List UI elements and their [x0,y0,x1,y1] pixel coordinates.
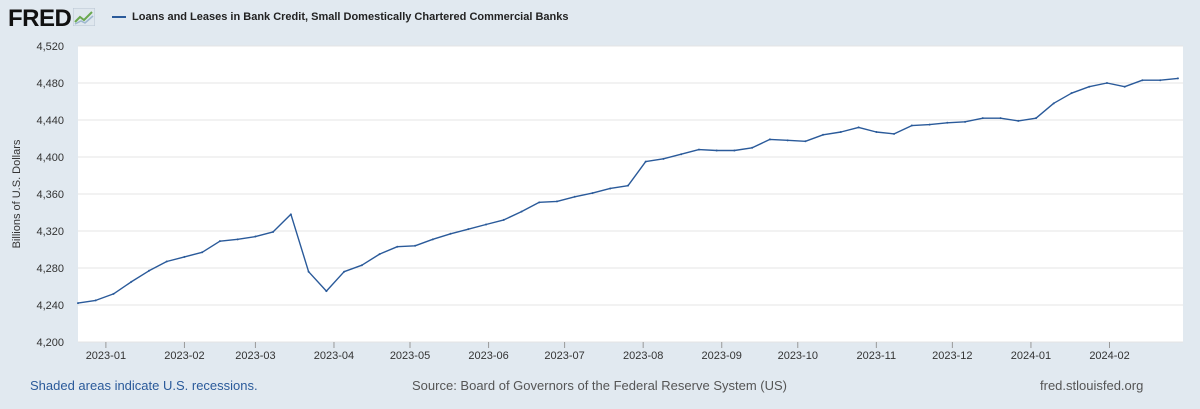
y-tick-label: 4,520 [36,41,64,53]
data-point [1105,82,1108,84]
source-note: Source: Board of Governors of the Federa… [412,378,787,393]
data-point [680,153,683,156]
recession-note-link[interactable]: Shaded areas indicate U.S. recessions. [30,378,258,393]
x-tick-label: 2023-03 [235,350,275,362]
data-point [609,187,612,190]
data-point [804,140,807,143]
data-point [1141,79,1144,82]
data-point [449,232,452,235]
data-point [94,299,97,302]
data-point [165,260,168,263]
data-point [1070,92,1073,95]
logo-text: FRED [8,5,72,32]
gridlines [78,45,1183,343]
data-point [236,238,239,241]
data-point [360,264,363,267]
data-point [1123,85,1126,88]
y-axis-ticks: 4,200 4,240 4,280 4,320 4,360 4,400 4,440 4,480… [36,41,64,349]
series-points [77,77,1179,305]
data-point [254,235,257,238]
x-tick-label: 2023-09 [702,350,742,362]
x-tick-label: 2023-12 [932,350,972,362]
data-point [591,192,594,195]
data-point [768,138,771,141]
data-point [396,245,399,248]
x-tick-label: 2023-04 [314,350,354,362]
data-point [378,253,381,256]
x-axis-ticks: 2023-01 2023-02 2023-03 2023-04 2023-05 2023-… [86,342,1130,362]
data-point [786,139,789,142]
data-point [662,157,665,160]
data-point [502,218,505,221]
data-point [272,230,275,233]
data-point [556,200,559,203]
data-point [343,270,346,273]
x-tick-label: 2023-08 [623,350,663,362]
data-point [1035,117,1038,120]
x-tick-label: 2023-07 [544,350,584,362]
data-point [485,223,488,226]
data-point [999,117,1002,120]
y-tick-label: 4,280 [36,263,64,275]
y-tick-label: 4,480 [36,78,64,90]
data-point [573,195,576,198]
data-point [644,160,647,163]
y-tick-label: 4,440 [36,115,64,127]
y-tick-label: 4,360 [36,189,64,201]
x-tick-label: 2024-02 [1089,350,1129,362]
data-point [751,146,754,149]
y-axis-label: Billions of U.S. Dollars [11,139,23,248]
x-tick-label: 2024-01 [1011,350,1051,362]
data-point [414,244,417,247]
x-tick-label: 2023-06 [468,350,508,362]
data-point [538,201,541,204]
data-point [307,270,310,273]
data-point [1159,79,1162,82]
data-point [520,210,523,213]
y-tick-label: 4,400 [36,152,64,164]
data-point [981,117,984,120]
x-tick-label: 2023-11 [857,350,897,362]
legend-swatch [112,16,126,18]
data-point [183,255,186,258]
data-point [431,238,434,241]
data-point [1017,119,1020,122]
y-tick-label: 4,320 [36,226,64,238]
x-tick-label: 2023-10 [778,350,818,362]
y-tick-label: 4,240 [36,300,64,312]
x-tick-label: 2023-01 [86,350,126,362]
data-point [147,269,150,272]
data-point [964,120,967,123]
data-point [626,184,629,187]
data-point [112,292,115,295]
data-point [839,131,842,134]
site-link[interactable]: fred.stlouisfed.org [1040,378,1144,393]
data-point [946,121,949,124]
data-point [822,133,825,136]
data-point [733,149,736,152]
data-point [130,280,133,283]
data-point [928,123,931,126]
data-point [857,126,860,129]
data-point [893,132,896,135]
data-point [201,251,204,254]
y-tick-label: 4,200 [36,337,64,349]
data-point [910,124,913,127]
data-point [218,240,221,243]
data-point [1052,102,1055,105]
x-tick-label: 2023-02 [164,350,204,362]
data-point [289,213,292,216]
legend-label: Loans and Leases in Bank Credit, Small D… [132,11,569,23]
data-point [697,148,700,151]
x-tick-label: 2023-05 [390,350,430,362]
data-point [467,228,470,231]
line-chart: 4,200 4,240 4,280 4,320 4,360 4,400 4,440 4,480… [11,41,1183,362]
data-point [715,149,718,152]
data-point [875,131,878,134]
chart-legend: Loans and Leases in Bank Credit, Small D… [112,11,569,23]
data-point [325,290,328,293]
data-point [77,302,79,305]
data-point [1088,85,1091,88]
data-point [1176,77,1179,80]
